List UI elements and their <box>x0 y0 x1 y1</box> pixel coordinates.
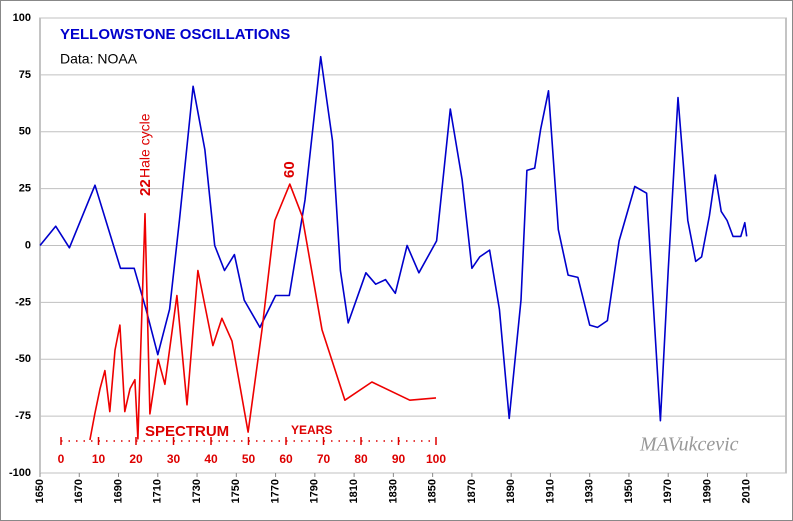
series-line <box>89 183 437 441</box>
x-tick-label: 1850 <box>427 479 439 503</box>
x-tick-label: 1890 <box>505 479 517 503</box>
watermark: MAVukcevic <box>639 434 739 456</box>
x2-tick-label: 70 <box>317 452 331 466</box>
x2-tick-label: 40 <box>204 452 218 466</box>
x-tick-label: 2010 <box>741 479 753 503</box>
x-tick-label: 1990 <box>701 479 713 503</box>
x-tick-label: 1770 <box>269 479 281 503</box>
y-tick-label: -100 <box>9 467 31 479</box>
subtitle: Data: NOAA <box>60 51 138 67</box>
x-tick-label: 1650 <box>34 479 46 503</box>
y-tick-label: 50 <box>19 126 31 138</box>
y-tick-label: -75 <box>15 410 31 422</box>
y-tick-label: 75 <box>19 69 31 81</box>
x-tick-label: 1930 <box>584 479 596 503</box>
x2-tick-label: 100 <box>426 452 446 466</box>
x2-tick-label: 10 <box>92 452 106 466</box>
x-tick-label: 1750 <box>230 479 242 503</box>
x-tick-label: 1910 <box>544 479 556 503</box>
x-tick-label: 1730 <box>191 479 203 503</box>
x-tick-label: 1870 <box>466 479 478 503</box>
series-line <box>39 55 748 422</box>
y-tick-label: 100 <box>13 12 31 24</box>
x-tick-label: 1670 <box>73 479 85 503</box>
y-tick-label: -50 <box>15 353 31 365</box>
x-tick-label: 1690 <box>112 479 124 503</box>
annotation: 22 <box>137 179 154 196</box>
y-tick-label: 0 <box>25 239 31 251</box>
x-tick-label: 1810 <box>348 479 360 503</box>
marks <box>39 55 748 441</box>
x-tick-label: 1950 <box>623 479 635 503</box>
y-tick-label: 25 <box>19 183 31 195</box>
x-tick-label: 1790 <box>309 479 321 503</box>
x2-tick-label: 20 <box>129 452 143 466</box>
annotation: Hale cycle <box>137 113 153 178</box>
annotation: 60 <box>281 161 298 178</box>
x2-tick-label: 80 <box>354 452 368 466</box>
x-tick-label: 1710 <box>152 479 164 503</box>
chart-title: YELLOWSTONE OSCILLATIONS <box>60 26 290 43</box>
x2-tick-label: 50 <box>242 452 256 466</box>
grid <box>39 17 786 477</box>
x-tick-label: 1970 <box>662 479 674 503</box>
x2-tick-label: 0 <box>58 452 65 466</box>
x-tick-label: 1830 <box>387 479 399 503</box>
y-tick-label: -25 <box>15 296 31 308</box>
x2-tick-label: 30 <box>167 452 181 466</box>
x2-tick-label: 90 <box>392 452 406 466</box>
annotation: YEARS <box>291 423 332 437</box>
x2-tick-label: 60 <box>279 452 293 466</box>
annotation: SPECTRUM <box>145 423 229 440</box>
